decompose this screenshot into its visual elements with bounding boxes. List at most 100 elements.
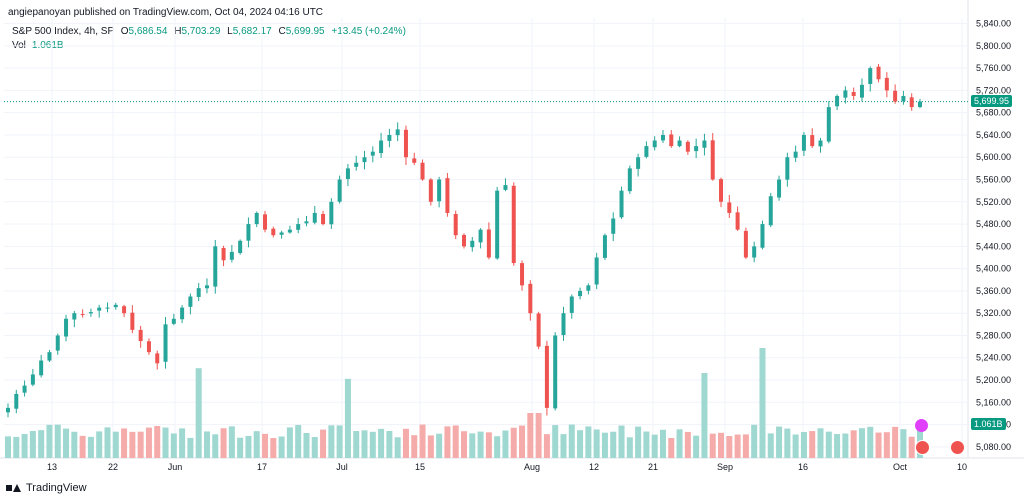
low-value: 5,682.17 bbox=[232, 26, 272, 37]
volume-bar bbox=[900, 429, 907, 458]
candle-body bbox=[428, 179, 433, 202]
volume-bar bbox=[892, 426, 899, 458]
volume-bar bbox=[203, 431, 210, 458]
candle-body bbox=[6, 407, 10, 413]
candle-body bbox=[553, 335, 558, 409]
x-tick-label: Aug bbox=[524, 462, 540, 472]
candle-body bbox=[710, 140, 715, 180]
candle-body bbox=[64, 318, 69, 337]
x-tick-label: 16 bbox=[798, 462, 808, 472]
candle-body bbox=[719, 179, 724, 202]
chart-grid bbox=[0, 0, 1024, 459]
volume-bar bbox=[834, 434, 841, 458]
candle-body bbox=[470, 240, 475, 248]
volume-bars bbox=[5, 348, 923, 458]
close-value: 5,699.95 bbox=[285, 26, 325, 37]
candle-body bbox=[387, 134, 392, 141]
volume-bar bbox=[659, 429, 666, 458]
candlesticks bbox=[6, 64, 922, 418]
change-value: +13.45 (+0.24%) bbox=[331, 26, 406, 37]
volume-bar bbox=[734, 434, 741, 458]
candle-body bbox=[918, 101, 922, 108]
candle-body bbox=[39, 360, 44, 376]
y-tick-label: 5,360.00 bbox=[976, 286, 1011, 296]
candle-body bbox=[503, 185, 508, 190]
candle-body bbox=[569, 296, 574, 313]
x-tick-label: Oct bbox=[893, 462, 908, 472]
volume-bar bbox=[817, 428, 824, 458]
candle-body bbox=[669, 134, 674, 147]
candle-body bbox=[171, 318, 176, 324]
volume-bar bbox=[71, 431, 78, 458]
candle-body bbox=[379, 140, 384, 154]
y-tick-label: 5,600.00 bbox=[976, 152, 1011, 162]
candle-body bbox=[204, 285, 209, 289]
candle-body bbox=[884, 77, 889, 91]
candle-body bbox=[619, 190, 624, 218]
volume-bar bbox=[751, 424, 758, 458]
volume-bar bbox=[776, 426, 783, 458]
y-tick-label: 5,400.00 bbox=[976, 264, 1011, 274]
volume-bar bbox=[577, 430, 584, 458]
candle-body bbox=[835, 95, 840, 107]
volume-bar bbox=[411, 435, 418, 458]
volume-bar bbox=[286, 427, 293, 458]
candle-body bbox=[486, 229, 491, 258]
volume-bar bbox=[701, 372, 708, 458]
candle-body bbox=[611, 218, 616, 234]
candle-body bbox=[304, 221, 309, 224]
volume-bar bbox=[353, 431, 360, 458]
candle-body bbox=[909, 97, 914, 108]
volume-bar bbox=[5, 436, 11, 458]
volume-bar bbox=[328, 425, 335, 458]
candle-body bbox=[412, 158, 417, 163]
candle-body bbox=[478, 229, 483, 243]
candle-body bbox=[685, 141, 690, 152]
dividend-event-icon[interactable] bbox=[915, 419, 928, 432]
time-axis: 13 22 Jun 17 Jul 15 Aug 12 21 Sep 16 Oct 10 bbox=[47, 462, 967, 472]
volume-bar bbox=[535, 413, 542, 458]
x-tick-label: 10 bbox=[957, 462, 967, 472]
volume-bar bbox=[38, 430, 45, 458]
candle-body bbox=[627, 168, 632, 192]
candle-body bbox=[586, 285, 591, 291]
volume-bar bbox=[303, 432, 310, 458]
candle-body bbox=[735, 212, 740, 230]
publish-header: angiepanoyan published on TradingView.co… bbox=[8, 7, 324, 18]
volume-bar bbox=[170, 433, 177, 458]
candle-body bbox=[122, 306, 127, 314]
candle-body bbox=[851, 91, 856, 96]
us-flag-event-icon[interactable] bbox=[915, 440, 930, 455]
volume-bar bbox=[63, 428, 70, 458]
volume-bar bbox=[179, 428, 186, 458]
volume-bar bbox=[104, 427, 111, 458]
volume-bar bbox=[527, 413, 534, 458]
volume-bar bbox=[510, 427, 517, 458]
volume-bar bbox=[883, 432, 890, 458]
volume-bar bbox=[369, 431, 376, 458]
candle-body bbox=[196, 288, 201, 297]
y-tick-label: 5,760.00 bbox=[976, 63, 1011, 73]
candle-body bbox=[859, 84, 864, 98]
candle-body bbox=[536, 313, 541, 347]
volume-bar bbox=[560, 434, 567, 458]
candle-body bbox=[362, 157, 367, 163]
volume-bar bbox=[792, 434, 799, 458]
volume-bar bbox=[767, 433, 774, 458]
volume-bar bbox=[643, 431, 650, 458]
symbol-name: S&P 500 Index, 4h, SP bbox=[12, 26, 114, 37]
y-tick-label: 5,840.00 bbox=[976, 19, 1011, 29]
candle-body bbox=[287, 229, 292, 233]
candle-body bbox=[602, 235, 607, 258]
volume-bar bbox=[858, 428, 865, 458]
us-flag-event-icon-2[interactable] bbox=[950, 440, 965, 455]
candle-body bbox=[329, 201, 334, 225]
candle-body bbox=[644, 146, 649, 157]
candle-body bbox=[868, 68, 873, 84]
candle-body bbox=[594, 257, 599, 285]
candle-body bbox=[677, 140, 682, 147]
candle-body bbox=[55, 335, 60, 351]
symbol-legend: S&P 500 Index, 4h, SP O5,686.54 H5,703.2… bbox=[12, 26, 406, 37]
volume-bar bbox=[79, 435, 86, 458]
